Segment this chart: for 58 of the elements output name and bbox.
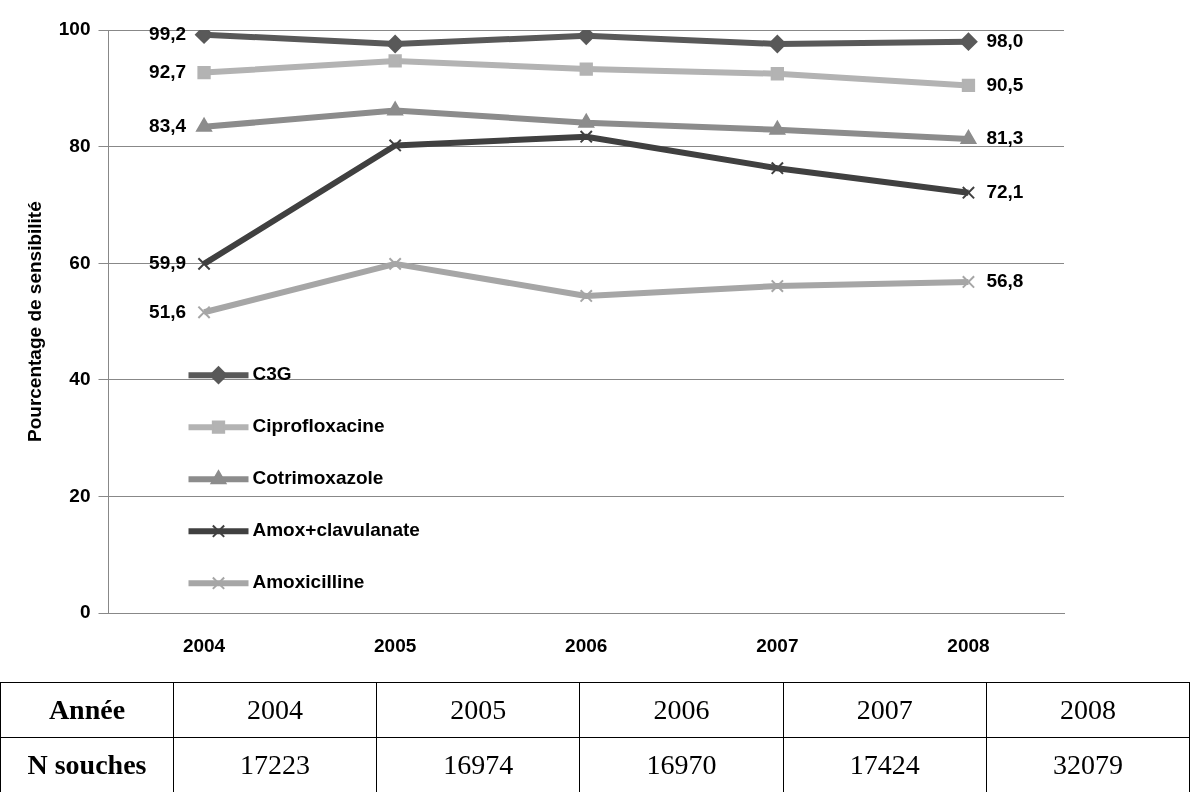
point — [386, 35, 405, 53]
legend-label: Amoxicilline — [252, 571, 365, 593]
point — [388, 54, 402, 68]
point — [579, 289, 593, 303]
category-label: 2006 — [653, 694, 710, 725]
y-tick-label: 60 — [69, 251, 91, 273]
text: 32079 — [986, 737, 1190, 792]
point — [197, 65, 211, 80]
point — [388, 257, 402, 271]
y-tick-label: 100 — [58, 18, 91, 40]
point — [579, 62, 593, 76]
data-label: 92,7 — [149, 60, 187, 82]
y-tick-label: 20 — [69, 484, 91, 506]
y-tick-label: 0 — [79, 601, 91, 623]
text: Année — [0, 682, 174, 738]
data-label: 72,1 — [986, 180, 1024, 202]
text: 16974 — [376, 737, 580, 792]
legend-label: Cotrimoxazole — [252, 467, 384, 489]
data-label: 90,5 — [986, 73, 1024, 95]
point — [961, 186, 976, 200]
legend-label: C3G — [252, 363, 292, 385]
text: 17424 — [783, 737, 987, 792]
point — [197, 257, 211, 271]
data-label: 81,3 — [986, 127, 1024, 149]
point — [960, 130, 977, 145]
category-label: 2004 — [247, 694, 304, 725]
point — [388, 138, 402, 153]
y-tick-label: 80 — [69, 134, 91, 156]
data-label: 99,2 — [149, 22, 187, 44]
y-axis-title: Pourcentage de sensibilité — [23, 201, 45, 442]
category-label: 2007 — [856, 694, 913, 725]
category-label: 2005 — [450, 694, 507, 725]
y-tick-label: 40 — [69, 368, 91, 390]
x-tick-label: 2006 — [565, 634, 608, 656]
point — [959, 32, 978, 51]
x-tick-label: 2008 — [947, 634, 990, 656]
data-label: 98,0 — [986, 29, 1024, 51]
point — [961, 78, 976, 93]
text: N souches — [0, 737, 174, 792]
text: 16970 — [579, 737, 784, 792]
point — [770, 161, 785, 175]
data-label: 51,6 — [149, 300, 187, 322]
text: 17223 — [173, 737, 377, 792]
category-label: 2008 — [1059, 694, 1116, 725]
legend-label: Ciprofloxacine — [252, 415, 385, 437]
x-tick-label: 2004 — [182, 634, 226, 656]
data-label: 83,4 — [149, 115, 187, 137]
point — [197, 305, 211, 319]
point — [770, 67, 785, 81]
point — [579, 130, 593, 144]
data-label: 59,9 — [149, 252, 187, 274]
point — [387, 101, 404, 116]
legend-label: Amox+clavulanate — [252, 519, 420, 541]
point — [770, 279, 785, 293]
point — [961, 275, 976, 289]
data-label: 56,8 — [986, 270, 1024, 292]
x-tick-label: 2005 — [374, 634, 417, 656]
x-tick-label: 2007 — [756, 634, 799, 656]
